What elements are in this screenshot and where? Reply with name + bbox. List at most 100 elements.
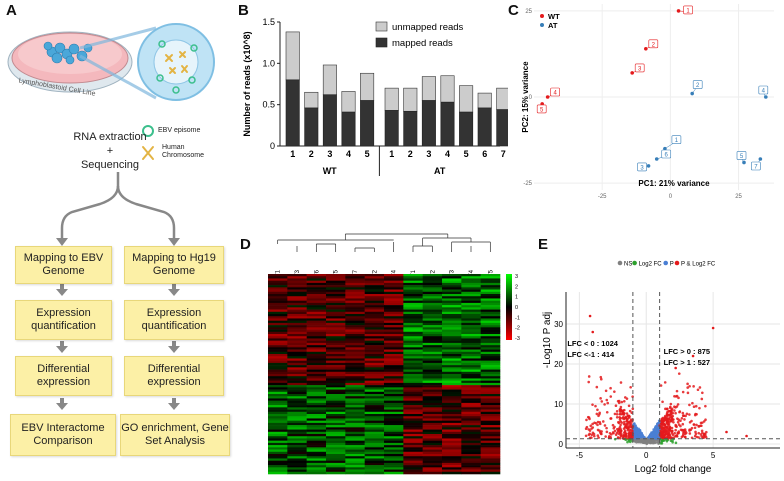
heatmap-cell: [442, 407, 462, 410]
heatmap-cell: [384, 338, 404, 341]
heatmap-cell: [345, 358, 365, 361]
heatmap-cell: [422, 374, 443, 377]
heatmap-cell: [364, 282, 385, 286]
heatmap-cell: [364, 298, 385, 301]
heatmap-cell: [364, 429, 385, 433]
volcano-point: [678, 410, 682, 413]
volcano-point: [655, 432, 658, 435]
x-tick-label: 5: [365, 149, 370, 159]
heatmap-cell: [480, 462, 501, 466]
heatmap-cell: [403, 374, 423, 377]
volcano-point: [692, 423, 696, 426]
heatmap-cell: [480, 374, 501, 377]
volcano-point: [598, 422, 602, 426]
heatmap-cells: [268, 274, 501, 475]
heatmap-cell: [364, 398, 385, 401]
heatmap-cell: [345, 298, 365, 301]
heatmap-cell: [403, 451, 423, 455]
heatmap-cell: [364, 438, 385, 441]
volcano-point: [587, 375, 591, 378]
heatmap-cell: [442, 391, 462, 395]
volcano-point: [683, 428, 687, 431]
heatmap-cell: [461, 376, 481, 379]
heatmap-cell: [461, 331, 481, 335]
heatmap-cell: [268, 431, 288, 435]
volcano-point: [588, 314, 592, 318]
heatmap-cell: [461, 338, 481, 341]
heatmap-cell: [287, 278, 307, 281]
heatmap-cell: [384, 322, 404, 326]
heatmap-cell: [326, 422, 346, 426]
heatmap-cell: [461, 282, 481, 286]
pca-label-box: [648, 39, 659, 49]
heatmap-cell: [442, 314, 462, 317]
heatmap-cell: [442, 396, 462, 399]
heatmap-cell: [442, 469, 462, 473]
heatmap-cell: [306, 380, 327, 384]
heatmap-cell: [306, 387, 327, 390]
heatmap-cell: [384, 287, 404, 290]
heatmap-cell: [306, 300, 327, 304]
pca-point-label: 4: [553, 91, 557, 97]
bar-unmapped: [285, 31, 300, 81]
volcano-point: [618, 425, 622, 429]
heatmap-cell: [345, 282, 365, 286]
heatmap-cell: [442, 316, 462, 319]
bar-unmapped: [403, 87, 418, 112]
volcano-point: [618, 418, 622, 421]
heatmap-cell: [326, 438, 346, 441]
heatmap-cell: [364, 287, 385, 290]
heatmap-cell: [345, 405, 365, 408]
heatmap-cell: [384, 445, 404, 448]
heatmap-cell: [480, 394, 501, 397]
volcano-point: [623, 396, 627, 399]
heatmap-cell: [384, 276, 404, 279]
heatmap-cell: [364, 420, 385, 424]
heatmap-cell: [364, 351, 385, 355]
heatmap-cell: [461, 280, 481, 284]
heatmap-cell: [480, 434, 501, 437]
scale-label: 2: [515, 284, 518, 290]
heatmap-cell: [384, 282, 404, 286]
heatmap-cell: [480, 276, 501, 279]
heatmap-cell: [364, 414, 385, 417]
heatmap-cell: [422, 309, 443, 313]
heatmap-cell: [403, 460, 423, 464]
heatmap-cell: [422, 465, 443, 468]
volcano-point: [603, 424, 607, 427]
volcano-point: [652, 431, 655, 435]
heatmap-cell: [345, 422, 365, 426]
heatmap-cell: [268, 456, 288, 459]
heatmap-cell: [403, 285, 423, 288]
heatmap-cell: [268, 278, 288, 281]
heatmap-cell: [403, 298, 423, 301]
heatmap-cell: [442, 282, 462, 286]
heatmap-cell: [364, 365, 385, 368]
heatmap-cell: [480, 454, 501, 457]
heatmap-cell: [422, 382, 443, 386]
heatmap-cell: [461, 385, 481, 388]
heatmap-cell: [345, 458, 365, 461]
legend-label: P & Log2 FC: [681, 262, 716, 268]
heatmap-cell: [306, 449, 327, 453]
heatmap-cell: [345, 471, 365, 475]
heatmap-cell: [287, 414, 307, 417]
legend-label: P: [670, 262, 674, 268]
heatmap-cell: [345, 420, 365, 424]
heatmap-cell: [287, 347, 307, 350]
heatmap-cell: [268, 389, 288, 393]
heatmap-cell: [306, 440, 327, 444]
volcano-point: [614, 433, 618, 437]
volcano-point: [615, 416, 619, 419]
flow-right-2: Expression quantification: [124, 300, 224, 340]
heatmap-cell: [306, 349, 327, 353]
heatmap-cell: [442, 285, 462, 288]
heatmap-cell: [384, 329, 404, 333]
heatmap-cell: [480, 402, 501, 406]
heatmap-cell: [345, 445, 365, 448]
heatmap-cell: [461, 402, 481, 406]
heatmap-cell: [287, 289, 307, 293]
heatmap-cell: [306, 427, 327, 430]
heatmap-cell: [384, 300, 404, 304]
